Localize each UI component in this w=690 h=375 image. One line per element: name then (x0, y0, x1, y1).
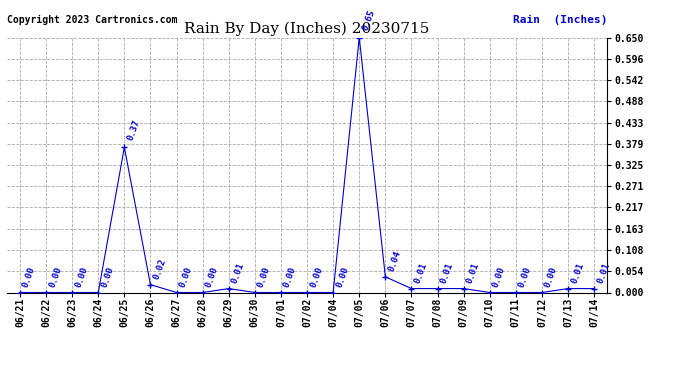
Text: 0.00: 0.00 (74, 265, 89, 288)
Text: Rain  (Inches): Rain (Inches) (513, 15, 607, 25)
Text: Copyright 2023 Cartronics.com: Copyright 2023 Cartronics.com (7, 15, 177, 25)
Text: 0.01: 0.01 (413, 261, 428, 284)
Text: 0.00: 0.00 (518, 265, 533, 288)
Text: 0.04: 0.04 (386, 249, 402, 273)
Text: 0.00: 0.00 (178, 265, 194, 288)
Text: 0.00: 0.00 (491, 265, 507, 288)
Text: 0.00: 0.00 (335, 265, 351, 288)
Text: 0.65: 0.65 (361, 9, 377, 32)
Text: 0.01: 0.01 (465, 261, 481, 284)
Text: 0.00: 0.00 (21, 265, 37, 288)
Text: 0.00: 0.00 (48, 265, 63, 288)
Text: 0.01: 0.01 (230, 261, 246, 284)
Text: 0.02: 0.02 (152, 257, 168, 280)
Text: 0.00: 0.00 (543, 265, 559, 288)
Text: 0.00: 0.00 (204, 265, 220, 288)
Text: 0.01: 0.01 (439, 261, 455, 284)
Text: 0.00: 0.00 (308, 265, 324, 288)
Text: 0.00: 0.00 (256, 265, 272, 288)
Text: 0.01: 0.01 (569, 261, 585, 284)
Text: 0.01: 0.01 (595, 261, 611, 284)
Text: 0.00: 0.00 (282, 265, 298, 288)
Text: 0.00: 0.00 (99, 265, 115, 288)
Text: 0.37: 0.37 (126, 118, 141, 142)
Title: Rain By Day (Inches) 20230715: Rain By Day (Inches) 20230715 (184, 22, 430, 36)
